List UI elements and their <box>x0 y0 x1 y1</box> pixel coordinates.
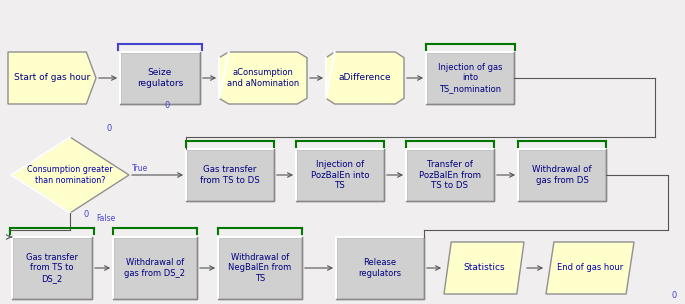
Text: Injection of gas
into
TS_nomination: Injection of gas into TS_nomination <box>438 63 502 93</box>
Text: End of gas hour: End of gas hour <box>557 264 623 272</box>
Text: Transfer of
PozBalEn from
TS to DS: Transfer of PozBalEn from TS to DS <box>419 160 481 190</box>
Polygon shape <box>8 52 96 104</box>
Text: Statistics: Statistics <box>463 264 505 272</box>
FancyBboxPatch shape <box>218 237 302 299</box>
Text: 0: 0 <box>107 124 112 133</box>
Text: Consumption greater
than nomination?: Consumption greater than nomination? <box>27 165 113 185</box>
Polygon shape <box>444 242 524 294</box>
Text: False: False <box>96 214 115 223</box>
FancyBboxPatch shape <box>120 52 200 104</box>
Text: Withdrawal of
gas from DS_2: Withdrawal of gas from DS_2 <box>125 258 186 278</box>
Polygon shape <box>219 52 307 104</box>
FancyBboxPatch shape <box>518 149 606 201</box>
Text: aConsumption
and aNomination: aConsumption and aNomination <box>227 68 299 88</box>
Text: Withdrawal of
gas from DS: Withdrawal of gas from DS <box>532 165 592 185</box>
FancyBboxPatch shape <box>113 237 197 299</box>
Polygon shape <box>11 137 129 213</box>
Text: Gas transfer
from TS to
DS_2: Gas transfer from TS to DS_2 <box>26 253 78 283</box>
FancyBboxPatch shape <box>406 149 494 201</box>
Text: Start of gas hour: Start of gas hour <box>14 74 90 82</box>
Text: 0: 0 <box>165 101 171 110</box>
Text: Gas transfer
from TS to DS: Gas transfer from TS to DS <box>200 165 260 185</box>
FancyBboxPatch shape <box>426 52 514 104</box>
Text: True: True <box>132 164 148 173</box>
Text: 0: 0 <box>672 291 677 300</box>
Text: aDifference: aDifference <box>338 74 391 82</box>
Text: 0: 0 <box>84 210 89 219</box>
Text: Seize
regulators: Seize regulators <box>137 68 183 88</box>
FancyBboxPatch shape <box>12 237 92 299</box>
Polygon shape <box>546 242 634 294</box>
FancyBboxPatch shape <box>186 149 274 201</box>
Polygon shape <box>326 52 404 104</box>
FancyBboxPatch shape <box>336 237 424 299</box>
FancyBboxPatch shape <box>296 149 384 201</box>
Text: Release
regulators: Release regulators <box>358 258 401 278</box>
Text: Injection of
PozBalEn into
TS: Injection of PozBalEn into TS <box>311 160 369 190</box>
Text: Withdrawal of
NegBalEn from
TS: Withdrawal of NegBalEn from TS <box>228 253 292 283</box>
